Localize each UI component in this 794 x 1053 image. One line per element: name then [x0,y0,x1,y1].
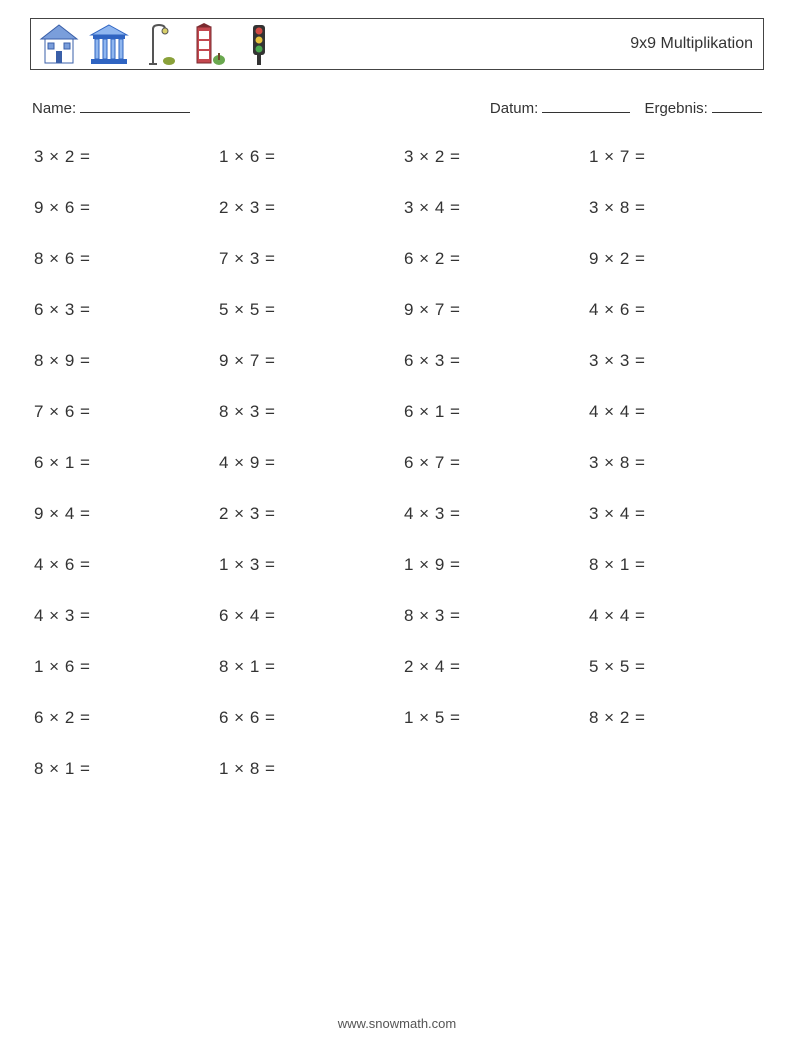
header-icons [39,23,279,65]
problem: 4 × 3 = [34,606,209,626]
problem: 4 × 6 = [34,555,209,575]
problem: 9 × 6 = [34,198,209,218]
problem: 5 × 5 = [589,657,764,677]
problem: 6 × 1 = [404,402,579,422]
problem: 8 × 1 = [589,555,764,575]
result-blank[interactable] [712,98,762,113]
problem: 7 × 6 = [34,402,209,422]
worksheet-page: 9x9 Multiplikation Name: Datum: Ergebnis… [0,0,794,1053]
problem: 4 × 9 = [219,453,394,473]
problem: 6 × 7 = [404,453,579,473]
bank-icon [89,23,129,65]
problem: 2 × 3 = [219,198,394,218]
result-field: Ergebnis: [644,98,762,117]
problem: 1 × 6 = [34,657,209,677]
name-label: Name: [32,100,76,117]
problem: 3 × 8 = [589,198,764,218]
problem: 2 × 4 = [404,657,579,677]
problem: 8 × 1 = [34,759,209,779]
result-label: Ergebnis: [644,100,707,117]
problem: 2 × 3 = [219,504,394,524]
problem: 3 × 4 = [404,198,579,218]
problem: 8 × 3 = [404,606,579,626]
problem: 6 × 6 = [219,708,394,728]
problem: 6 × 2 = [404,249,579,269]
problems-grid: 3 × 2 = 1 × 6 = 3 × 2 = 1 × 7 = 9 × 6 = 2 × 3… [30,147,764,779]
problem: 8 × 3 = [219,402,394,422]
problem: 1 × 9 = [404,555,579,575]
problem: 6 × 3 = [404,351,579,371]
problem: 1 × 8 = [219,759,394,779]
problem: 9 × 7 = [404,300,579,320]
problem: 4 × 6 = [589,300,764,320]
problem: 4 × 4 = [589,606,764,626]
problem: 7 × 3 = [219,249,394,269]
problem: 3 × 3 = [589,351,764,371]
footer-text: www.snowmath.com [338,1016,456,1031]
date-blank[interactable] [542,98,630,113]
phonebooth-icon [189,23,229,65]
problem: 8 × 2 = [589,708,764,728]
page-title: 9x9 Multiplikation [630,35,753,53]
problem: 9 × 2 = [589,249,764,269]
problem: 1 × 7 = [589,147,764,167]
problem: 6 × 3 = [34,300,209,320]
problem: 3 × 2 = [34,147,209,167]
problem: 1 × 5 = [404,708,579,728]
info-row: Name: Datum: Ergebnis: [30,98,764,117]
problem: 1 × 3 = [219,555,394,575]
footer: www.snowmath.com [0,1016,794,1031]
date-label: Datum: [490,100,538,117]
problem: 5 × 5 = [219,300,394,320]
problem: 8 × 6 = [34,249,209,269]
streetlamp-icon [139,23,179,65]
house-icon [39,23,79,65]
trafficlight-icon [239,23,279,65]
problem: 8 × 9 = [34,351,209,371]
problem: 6 × 2 = [34,708,209,728]
problem: 3 × 2 = [404,147,579,167]
date-field: Datum: [490,98,631,117]
problem: 3 × 8 = [589,453,764,473]
problem: 9 × 4 = [34,504,209,524]
problem: 8 × 1 = [219,657,394,677]
problem: 4 × 3 = [404,504,579,524]
problem: 3 × 4 = [589,504,764,524]
problem: 4 × 4 = [589,402,764,422]
problem: 9 × 7 = [219,351,394,371]
problem: 1 × 6 = [219,147,394,167]
header: 9x9 Multiplikation [30,18,764,70]
name-blank[interactable] [80,98,190,113]
problem: 6 × 4 = [219,606,394,626]
problem: 6 × 1 = [34,453,209,473]
name-field: Name: [32,98,190,117]
